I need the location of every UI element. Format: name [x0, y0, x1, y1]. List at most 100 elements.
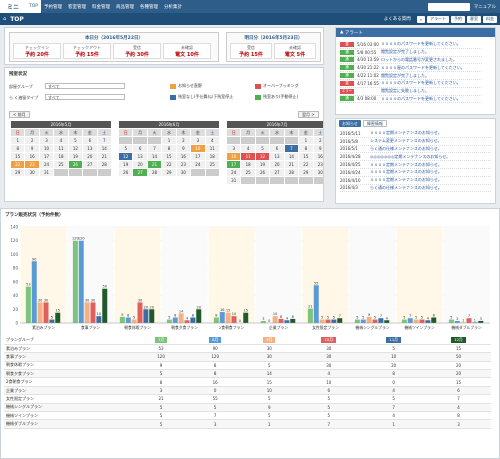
tomorrow-cell[interactable]: 受信 予約 15件: [230, 43, 272, 59]
today-cell[interactable]: 受信 予約 30件: [113, 43, 161, 59]
bar[interactable]: [448, 319, 454, 323]
calendar-day[interactable]: 9: [313, 145, 323, 152]
calendar-day[interactable]: 27: [270, 169, 284, 176]
bar[interactable]: [190, 317, 196, 323]
calendar-day[interactable]: 1: [162, 137, 176, 144]
calendar-day[interactable]: 3: [39, 137, 54, 144]
calendar-day[interactable]: 19: [119, 161, 133, 168]
calendar-day[interactable]: 16: [313, 153, 323, 160]
bar[interactable]: [137, 302, 143, 323]
calendar-day[interactable]: 18: [205, 153, 219, 160]
calendar-day[interactable]: 8: [299, 145, 313, 152]
nav-item[interactable]: 各種管理: [140, 4, 159, 10]
reservation-button[interactable]: 予約: [451, 15, 465, 23]
notice-text[interactable]: ◎◎◎◎◎◎◎定期メンテナンスのお知らせ。: [370, 153, 451, 159]
bar[interactable]: [243, 312, 249, 323]
user-selector[interactable]: [427, 2, 470, 11]
calendar-day[interactable]: 2: [25, 137, 39, 144]
alert-row[interactable]: エラー 閲覧設定に失敗しました。: [340, 88, 482, 96]
calendar-day[interactable]: 28: [147, 169, 162, 176]
bar[interactable]: [84, 302, 90, 323]
calendar-day[interactable]: 10: [39, 145, 54, 152]
calendar-day[interactable]: 1: [299, 137, 313, 144]
bar[interactable]: [143, 309, 149, 323]
calendar-day[interactable]: 8: [162, 145, 176, 152]
calendar-day[interactable]: 11: [241, 153, 255, 160]
bar[interactable]: [166, 319, 172, 323]
calendar-day[interactable]: 5: [68, 137, 83, 144]
calendar-day[interactable]: 30: [313, 169, 323, 176]
calendar-day[interactable]: 14: [97, 145, 111, 152]
calendar-day[interactable]: 1: [11, 137, 25, 144]
calendar-day[interactable]: 17: [191, 153, 205, 160]
bar[interactable]: [360, 319, 366, 323]
calendar-day[interactable]: 23: [25, 161, 39, 168]
alert-row[interactable]: 通 4/22 11:02 閲覧設定が完了しました。: [340, 72, 482, 80]
bar[interactable]: [319, 319, 325, 323]
notice-row[interactable]: 2016/5/8 システム変更メンテナンスのお知らせ。: [340, 138, 491, 146]
alert-text[interactable]: ロットからの電話番号が変更されました。: [381, 56, 457, 62]
bar[interactable]: [125, 317, 131, 323]
bar[interactable]: [260, 320, 266, 323]
calendar-day[interactable]: 9: [176, 145, 191, 152]
bar[interactable]: [231, 316, 237, 323]
notice-row[interactable]: 2016/4/10 ｘｘｘｘ定期メンテナンスのお知らせ。: [340, 177, 491, 185]
calendar-day[interactable]: 4: [54, 137, 68, 144]
calendar-day[interactable]: 10: [227, 153, 241, 160]
bar[interactable]: [378, 318, 384, 323]
calendar-day[interactable]: 2: [176, 137, 191, 144]
bar[interactable]: [184, 320, 190, 323]
calendar-day[interactable]: 16: [176, 153, 191, 160]
nav-item[interactable]: 客室管理: [68, 4, 87, 10]
calendar-day[interactable]: 24: [227, 169, 241, 176]
bar[interactable]: [37, 302, 43, 323]
room-button[interactable]: 客室: [467, 15, 481, 23]
calendar-day[interactable]: 30: [176, 169, 191, 176]
notice-text[interactable]: らく通の仕様メンテナンスのお知らせ。: [370, 145, 442, 151]
notice-row[interactable]: 2016/4/3 らく通の仕様メンテナンスのお知らせ。: [340, 185, 491, 193]
alert-row[interactable]: 通 4/30 13:59 ロットからの電話番号が変更されました。: [340, 57, 482, 65]
next-month-button[interactable]: 翌月 >: [298, 111, 319, 118]
calendar-day[interactable]: 18: [241, 161, 255, 168]
calendar-day[interactable]: 19: [68, 153, 83, 160]
alert-text[interactable]: ｘｘｘｘのパスワードを更新してください。: [381, 95, 461, 101]
bar[interactable]: [284, 320, 290, 323]
calendar-day[interactable]: 29: [299, 169, 313, 176]
notice-row[interactable]: 2016/4/25 ｘｘｘｘ定期メンテナンスのお知らせ。: [340, 161, 491, 169]
tab-notices[interactable]: お知らせ: [339, 120, 361, 127]
bar[interactable]: [401, 319, 407, 323]
bar[interactable]: [366, 316, 372, 323]
bar[interactable]: [119, 316, 125, 323]
bar[interactable]: [219, 312, 225, 323]
calendar-day[interactable]: 21: [97, 153, 111, 160]
bar[interactable]: [31, 261, 37, 323]
bar[interactable]: [78, 240, 84, 323]
notice-text[interactable]: ｘｘｘｘ定期メンテナンスのお知らせ。: [370, 177, 442, 183]
alert-text[interactable]: 閲覧設定が完了しました。: [381, 49, 429, 55]
calendar-day[interactable]: 12: [255, 153, 270, 160]
nav-item[interactable]: 料金管理: [92, 4, 111, 10]
manual-link[interactable]: マニュアル: [473, 4, 496, 10]
nav-item[interactable]: 分析集計: [164, 4, 183, 10]
bar[interactable]: [466, 318, 472, 323]
bar[interactable]: [454, 320, 460, 323]
calendar-day[interactable]: 19: [255, 161, 270, 168]
bar[interactable]: [425, 320, 431, 323]
calendar-day[interactable]: 25: [205, 161, 219, 168]
alert-text[interactable]: ｘｘｘｘのパスワードを更新してください。: [381, 41, 461, 47]
group-select[interactable]: すべて: [45, 83, 125, 89]
calendar-day[interactable]: 18: [54, 153, 68, 160]
notice-row[interactable]: 2016/4/28 ◎◎◎◎◎◎◎定期メンテナンスのお知らせ。: [340, 153, 491, 162]
calendar-day[interactable]: 21: [147, 161, 162, 168]
calendar-day[interactable]: 12: [119, 153, 133, 160]
alert-button[interactable]: アラート: [427, 15, 449, 23]
tomorrow-cell[interactable]: 未確認 電文 5件: [274, 43, 316, 59]
calendar-day[interactable]: 6: [83, 137, 97, 144]
calendar-day[interactable]: 26: [68, 161, 83, 168]
bar[interactable]: [331, 319, 337, 323]
bar[interactable]: [460, 322, 466, 323]
bar[interactable]: [131, 319, 137, 323]
bar[interactable]: [55, 312, 61, 323]
calendar-day[interactable]: 5: [255, 145, 270, 152]
prev-month-button[interactable]: < 前月: [9, 111, 30, 118]
